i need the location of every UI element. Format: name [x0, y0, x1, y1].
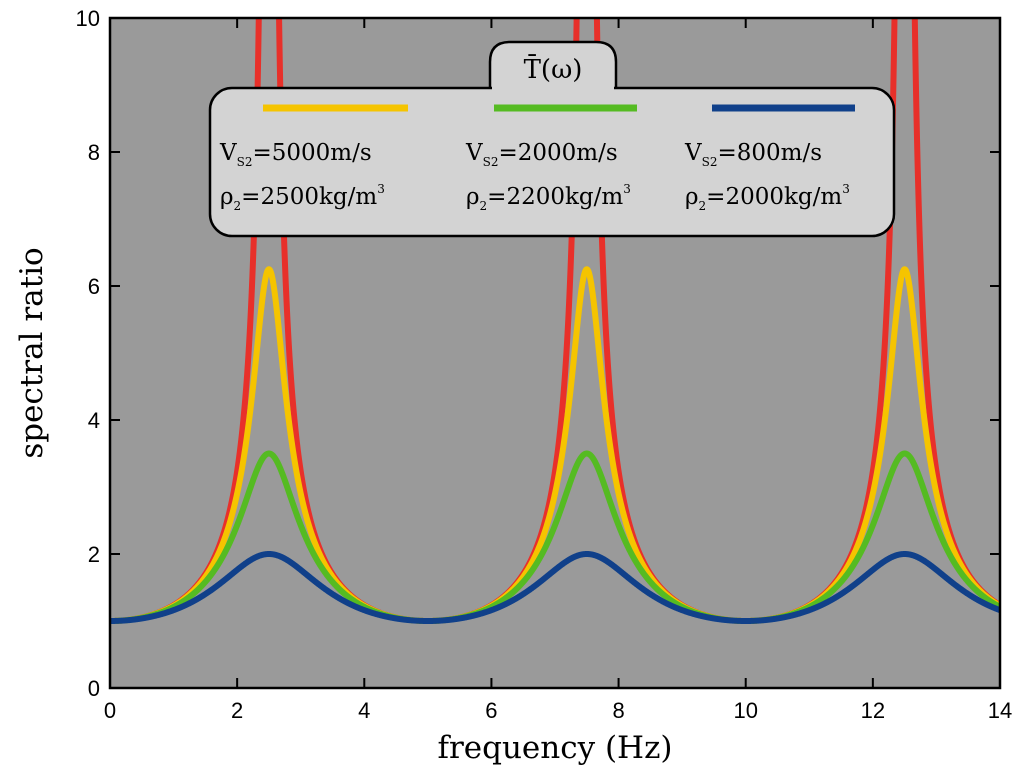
- y-tick-label: 10: [76, 6, 100, 31]
- x-tick-label: 4: [358, 698, 370, 723]
- y-tick-label: 2: [88, 542, 100, 567]
- y-tick-label: 8: [88, 140, 100, 165]
- y-tick-label: 6: [88, 274, 100, 299]
- x-tick-label: 0: [104, 698, 116, 723]
- plot-frame: [108, 16, 1002, 690]
- y-tick-label: 4: [88, 408, 100, 433]
- y-axis-label: spectral ratio: [14, 247, 50, 458]
- x-axis-label: frequency (Hz): [437, 730, 672, 766]
- series-line-2: [110, 266, 1000, 624]
- x-tick-label: 10: [733, 698, 757, 723]
- x-tick-label: 6: [485, 698, 497, 723]
- x-tick-label: 14: [988, 698, 1012, 723]
- legend-entry-3-velocity: VS2=800m/s: [684, 140, 822, 169]
- legend-entry-2-velocity: VS2=2000m/s: [465, 140, 618, 169]
- legend: T̄(ω) VS2=5000m/s ρ2=2500kg/m3 VS2=2000m…: [208, 40, 896, 238]
- x-tick-label: 8: [612, 698, 624, 723]
- legend-title: T̄(ω): [524, 53, 583, 85]
- x-tick-label: 12: [861, 698, 885, 723]
- legend-entry-1-velocity: VS2=5000m/s: [219, 140, 372, 169]
- series-line-4: [110, 551, 1000, 624]
- legend-title-tab: [488, 40, 618, 92]
- axis-ticks: 0 2 4 6 8 10 12 14 0 2 4 6 8 10: [76, 6, 1013, 723]
- series-line-3: [110, 450, 1000, 624]
- curves-layer: [110, 18, 1000, 624]
- x-tick-label: 2: [231, 698, 243, 723]
- legend-entry-1-density: ρ2=2500kg/m3: [220, 182, 385, 213]
- y-tick-label: 0: [88, 676, 100, 701]
- legend-entry-2-density: ρ2=2200kg/m3: [466, 182, 631, 213]
- legend-entry-3-density: ρ2=2000kg/m3: [685, 182, 850, 213]
